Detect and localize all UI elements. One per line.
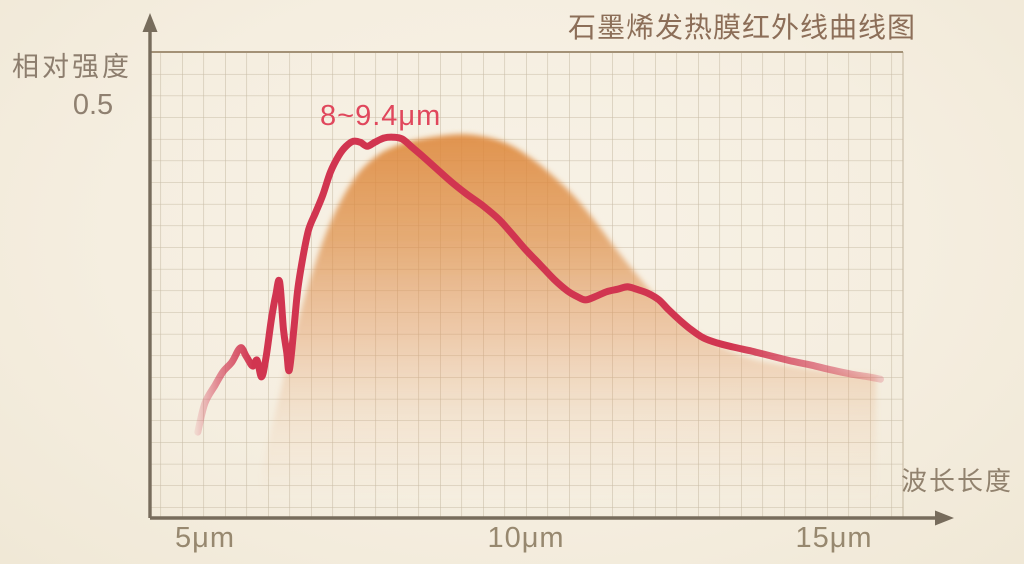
y-axis-label: 相对强度 bbox=[12, 52, 132, 82]
peak-annotation: 8~9.4μm bbox=[320, 100, 442, 132]
y-axis-arrow-icon bbox=[142, 13, 158, 32]
x-axis-arrow-icon bbox=[935, 510, 954, 526]
chart-title: 石墨烯发热膜红外线曲线图 bbox=[568, 12, 917, 43]
x-axis-label: 波长长度 bbox=[901, 466, 1014, 496]
envelope-fill-path bbox=[262, 134, 876, 505]
y-axis-max-tick: 0.5 bbox=[72, 89, 114, 121]
x-tick-15um: 15μm bbox=[795, 522, 873, 554]
ir-curve-path bbox=[194, 133, 884, 436]
x-tick-10um: 10μm bbox=[487, 522, 565, 554]
x-tick-5um: 5μm bbox=[175, 522, 235, 554]
